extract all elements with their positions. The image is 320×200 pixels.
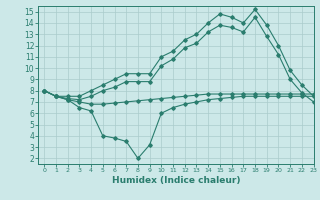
X-axis label: Humidex (Indice chaleur): Humidex (Indice chaleur) <box>112 176 240 185</box>
